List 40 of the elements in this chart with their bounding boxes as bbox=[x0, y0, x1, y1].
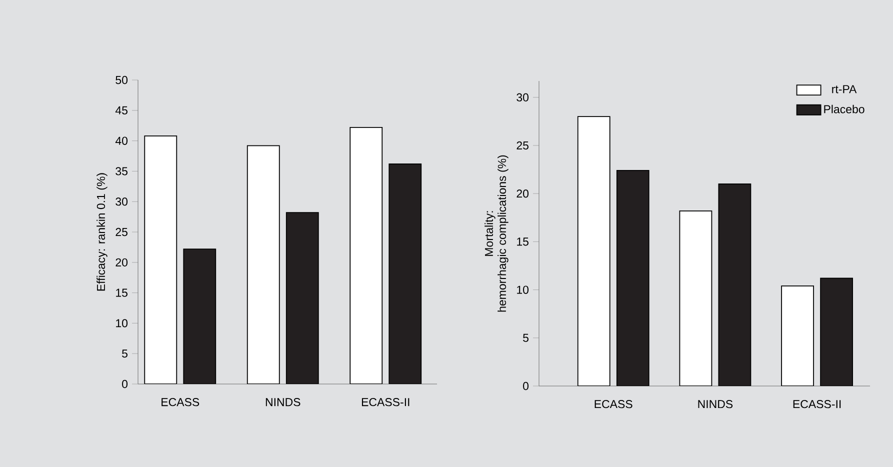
bar bbox=[577, 116, 610, 386]
bar bbox=[350, 126, 383, 384]
bar bbox=[820, 278, 853, 386]
x-tick-label: ECASS bbox=[594, 400, 632, 408]
y-tick-label: 0 bbox=[122, 380, 128, 388]
y-tick-label: 15 bbox=[517, 238, 528, 246]
bar bbox=[781, 285, 814, 386]
bar bbox=[679, 210, 712, 386]
y-tick-label: 25 bbox=[516, 141, 528, 150]
legend-label: Placebo bbox=[824, 104, 864, 114]
y-tick-label: 5 bbox=[122, 350, 128, 358]
x-tick-label: ECASS bbox=[162, 398, 200, 406]
y-tick-label: 0 bbox=[523, 382, 529, 390]
y-tick-label: 35 bbox=[116, 167, 128, 176]
y-tick-label: 15 bbox=[116, 288, 128, 297]
y-tick-label: 45 bbox=[115, 106, 128, 114]
bar bbox=[388, 163, 422, 384]
y-axis-title: Mortality: hemorrhagic complications (%) bbox=[484, 155, 508, 312]
y-tick-label: 30 bbox=[116, 198, 128, 206]
bar bbox=[286, 212, 319, 384]
y-tick-label: 20 bbox=[116, 258, 128, 266]
legend-label: rt-PA bbox=[832, 85, 857, 94]
y-tick-label: 25 bbox=[116, 228, 128, 236]
bar bbox=[144, 135, 178, 384]
y-tick-label: 20 bbox=[516, 190, 529, 198]
bar bbox=[246, 145, 280, 384]
bar bbox=[616, 170, 650, 386]
y-tick-label: 5 bbox=[523, 334, 528, 342]
x-tick-label: NINDS bbox=[698, 400, 733, 408]
y-tick-label: 10 bbox=[517, 286, 529, 294]
y-axis-title: Efficacy: rankin 0.1 (%) bbox=[96, 173, 108, 291]
bar bbox=[183, 248, 216, 384]
x-tick-label: ECASS-II bbox=[793, 400, 841, 408]
y-tick-label: 40 bbox=[115, 136, 128, 145]
x-tick-label: ECASS-II bbox=[362, 398, 410, 406]
bar bbox=[718, 184, 752, 386]
y-tick-label: 10 bbox=[116, 319, 128, 328]
x-tick-label: NINDS bbox=[266, 398, 300, 406]
y-tick-label: 30 bbox=[516, 93, 529, 102]
y-tick-label: 50 bbox=[116, 76, 128, 84]
